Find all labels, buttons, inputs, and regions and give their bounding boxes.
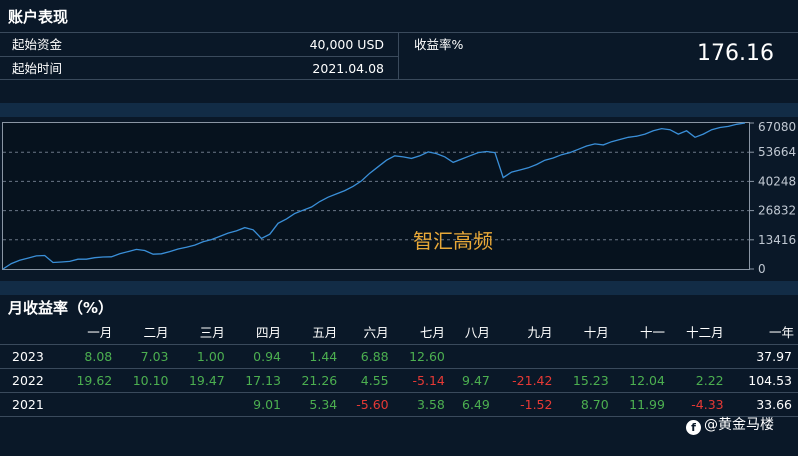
month-return-cell: 12.04 [629, 372, 665, 388]
account-title: 账户表现 [8, 8, 69, 26]
month-header: 十一 [639, 325, 665, 341]
y-tick-label: 53664 [758, 145, 796, 159]
month-return-cell [60, 392, 116, 416]
year-total-cell: 104.53 [748, 372, 792, 388]
section-band [0, 103, 798, 117]
chart-watermark-text: 智汇高频 [413, 229, 493, 253]
start-time-label: 起始时间 [12, 61, 63, 76]
month-header: 六月 [363, 325, 389, 341]
year-total-cell: 37.97 [756, 348, 792, 364]
equity-chart: 0 13416 26832 40248 53664 67080 智汇高频 [2, 120, 796, 276]
month-return-cell: 8.70 [580, 396, 609, 412]
month-return-cell [613, 344, 669, 368]
month-header: 九月 [527, 325, 553, 341]
month-header: 三月 [199, 325, 225, 341]
month-return-cell: 1.00 [196, 348, 225, 364]
month-return-cell [669, 344, 728, 368]
month-return-cell [556, 344, 612, 368]
month-return-cell: 7.03 [140, 348, 169, 364]
month-header: 十二月 [686, 325, 724, 341]
monthly-returns-table: 一月 二月 三月 四月 五月 六月 七月 八月 九月 十月 十一 十二月 一年 2023 8.08 7.03… [0, 320, 798, 417]
table-header-row: 一月 二月 三月 四月 五月 六月 七月 八月 九月 十月 十一 十二月 一年 [0, 320, 798, 344]
month-header: 八月 [464, 325, 490, 341]
y-tick-label: 67080 [758, 120, 796, 134]
month-header: 五月 [312, 325, 338, 341]
month-return-cell: 9.01 [253, 396, 281, 412]
month-return-cell: 10.10 [132, 372, 169, 388]
month-return-cell: -21.42 [512, 372, 553, 388]
section-band [0, 281, 798, 295]
equity-chart-svg: 0 13416 26832 40248 53664 67080 智汇高频 [2, 120, 796, 276]
monthly-returns-title: 月收益率（%） [8, 299, 114, 317]
month-return-cell: 1.44 [309, 348, 338, 364]
month-header: 十月 [583, 325, 609, 341]
year-cell: 2021 [12, 396, 44, 412]
month-header: 四月 [255, 325, 281, 341]
month-return-cell: 9.47 [462, 372, 490, 388]
y-tick-label: 40248 [758, 174, 796, 188]
month-return-cell: -5.14 [412, 372, 445, 388]
table-row: 2021 9.01 5.34 -5.60 3.58 6.49 -1.52 8.70 11.99 -… [0, 392, 798, 416]
month-return-cell: 2.22 [695, 372, 724, 388]
equity-line [2, 122, 746, 270]
month-return-cell [116, 392, 172, 416]
month-return-cell: 3.58 [417, 396, 445, 412]
y-tick-label: 0 [758, 262, 766, 276]
y-tick-label: 26832 [758, 204, 796, 218]
month-return-cell: 6.49 [462, 396, 490, 412]
y-tick-label: 13416 [758, 233, 796, 247]
watermark-text: @黄金马楼 [704, 417, 774, 433]
month-return-cell: -5.60 [356, 396, 389, 412]
watermark: f @黄金马楼 [686, 414, 774, 435]
month-return-cell: -4.33 [691, 396, 724, 412]
year-cell: 2022 [12, 372, 44, 388]
f-icon: f [686, 420, 701, 435]
start-time-row: 起始时间 2021.04.08 [0, 57, 398, 81]
month-header: 二月 [143, 325, 169, 341]
year-cell: 2023 [12, 348, 44, 364]
return-value: 176.16 [697, 41, 774, 66]
month-header: 一月 [87, 325, 113, 341]
header-blank [0, 320, 60, 344]
month-return-cell: 11.99 [629, 396, 665, 412]
return-label: 收益率% [414, 37, 464, 52]
year-total-cell: 33.66 [756, 396, 792, 412]
month-return-cell: 8.08 [84, 348, 113, 364]
table-row: 2023 8.08 7.03 1.00 0.94 1.44 6.88 12.60 37.97 [0, 344, 798, 368]
start-capital-row: 起始资金 40,000 USD [0, 33, 398, 57]
month-return-cell: 4.55 [360, 372, 389, 388]
summary-divider [398, 33, 399, 80]
month-return-cell: 0.94 [253, 348, 281, 364]
month-header: 一年 [768, 325, 794, 341]
month-return-cell: 5.34 [309, 396, 338, 412]
month-return-cell: 17.13 [245, 372, 281, 388]
month-return-cell [449, 344, 494, 368]
month-return-cell: 12.60 [409, 348, 445, 364]
start-capital-value: 40,000 USD [309, 37, 384, 52]
month-return-cell: 21.26 [301, 372, 338, 388]
month-return-cell [173, 392, 229, 416]
month-return-cell: 19.62 [76, 372, 113, 388]
month-return-cell: 15.23 [572, 372, 609, 388]
month-return-cell: -1.52 [520, 396, 553, 412]
table-row: 2022 19.62 10.10 19.47 17.13 21.26 4.55 -5.14 9.… [0, 368, 798, 392]
month-return-cell [494, 344, 557, 368]
start-capital-label: 起始资金 [12, 37, 63, 52]
month-header: 七月 [419, 325, 445, 341]
month-return-cell: 6.88 [360, 348, 389, 364]
month-return-cell: 19.47 [188, 372, 225, 388]
account-summary: 起始资金 40,000 USD 起始时间 2021.04.08 收益率% 176… [0, 32, 798, 80]
start-time-value: 2021.04.08 [312, 61, 384, 76]
